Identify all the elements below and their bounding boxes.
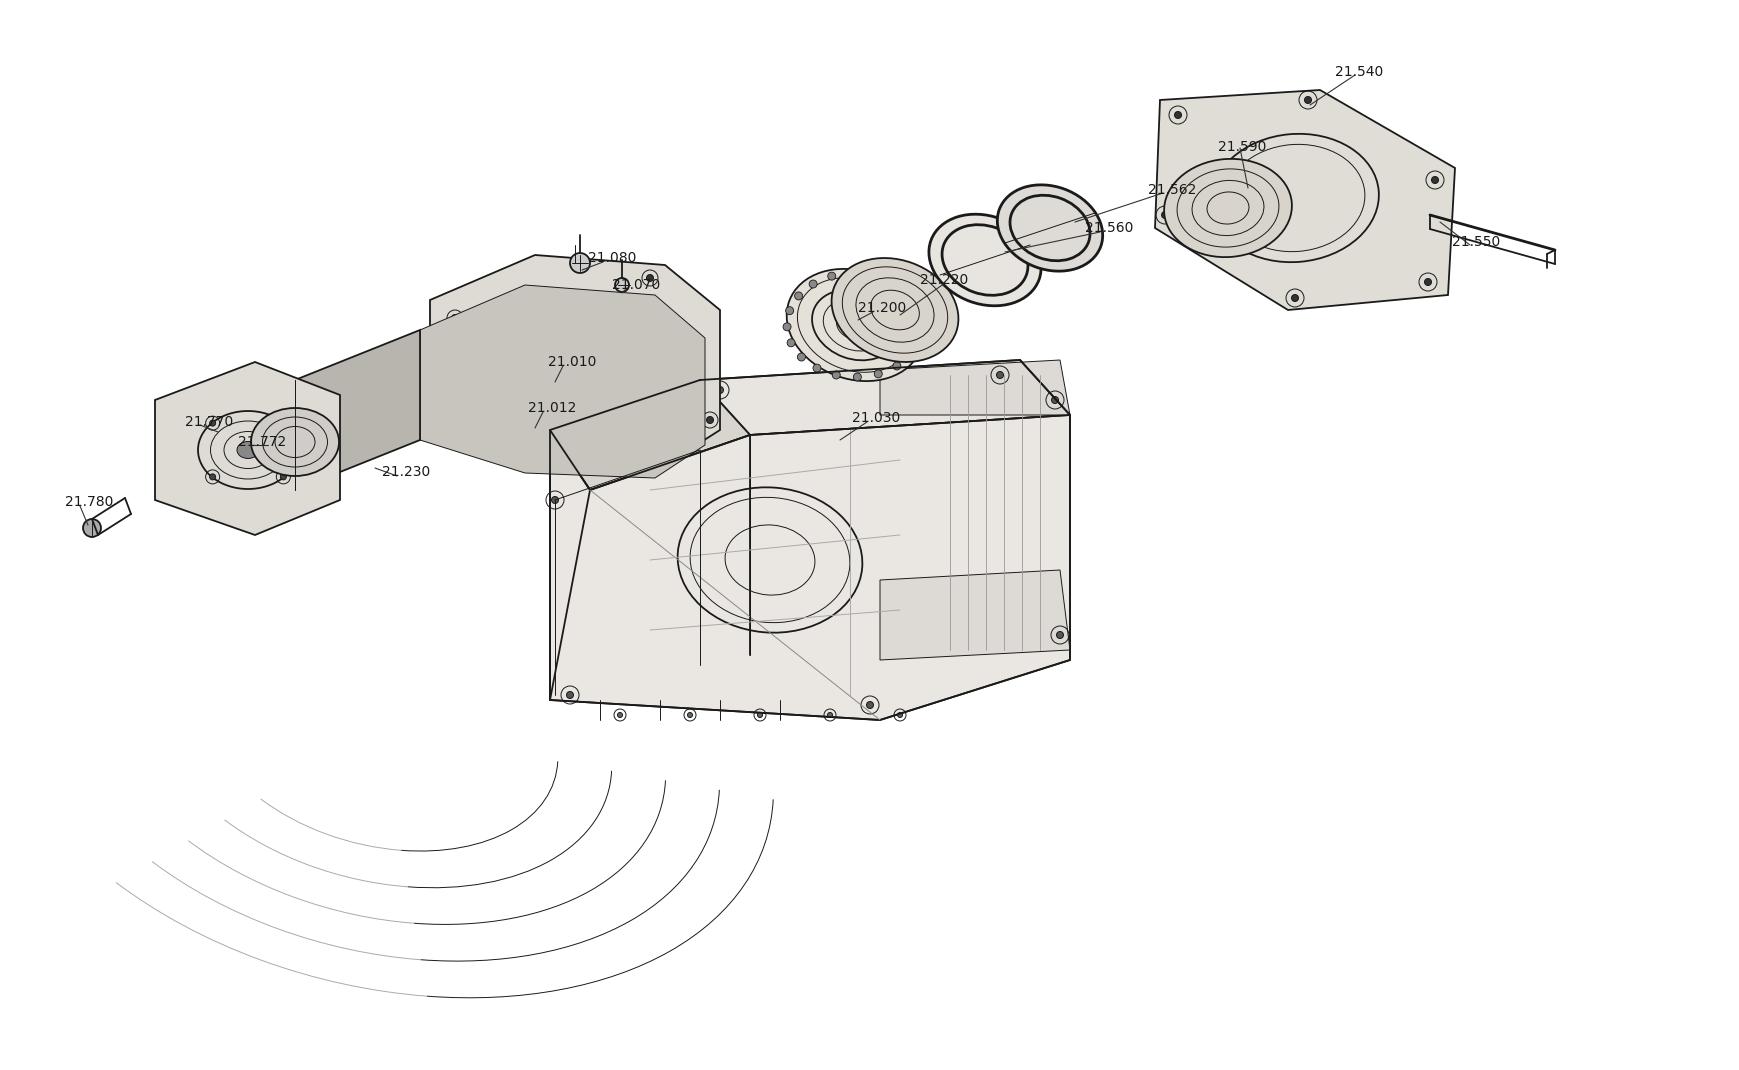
Circle shape: [870, 271, 876, 279]
Circle shape: [572, 302, 577, 308]
Polygon shape: [699, 360, 1069, 435]
Text: 21.012: 21.012: [527, 401, 576, 415]
Circle shape: [916, 335, 923, 343]
Circle shape: [647, 275, 654, 281]
Circle shape: [614, 278, 628, 292]
Text: 21.070: 21.070: [612, 278, 659, 292]
Text: 21.780: 21.780: [64, 495, 113, 509]
Polygon shape: [155, 362, 339, 535]
Circle shape: [1162, 212, 1169, 218]
Circle shape: [783, 323, 791, 331]
Circle shape: [918, 319, 927, 327]
Circle shape: [852, 373, 861, 381]
Text: 21.030: 21.030: [852, 411, 899, 425]
Circle shape: [786, 339, 795, 347]
Circle shape: [1431, 177, 1438, 183]
Text: 21.550: 21.550: [1450, 235, 1499, 249]
Circle shape: [617, 713, 623, 718]
Circle shape: [906, 350, 915, 358]
Circle shape: [1050, 397, 1057, 403]
Text: 21.772: 21.772: [238, 435, 287, 449]
Circle shape: [795, 292, 802, 300]
Ellipse shape: [1163, 158, 1290, 257]
Text: 21.080: 21.080: [588, 251, 636, 265]
Circle shape: [809, 280, 817, 288]
Circle shape: [915, 303, 922, 311]
Text: 21.590: 21.590: [1217, 140, 1266, 154]
Circle shape: [873, 370, 882, 378]
Circle shape: [849, 269, 856, 277]
Polygon shape: [550, 415, 1069, 720]
Polygon shape: [880, 360, 1069, 415]
Circle shape: [904, 289, 911, 297]
Circle shape: [687, 713, 692, 718]
Circle shape: [831, 371, 840, 379]
Circle shape: [572, 422, 577, 428]
Circle shape: [796, 353, 805, 361]
Ellipse shape: [929, 214, 1040, 306]
Circle shape: [209, 421, 216, 426]
Circle shape: [706, 416, 713, 424]
Circle shape: [889, 278, 897, 286]
Circle shape: [786, 307, 793, 315]
Circle shape: [897, 713, 903, 718]
Circle shape: [596, 442, 603, 448]
Text: 21.200: 21.200: [857, 301, 906, 315]
Circle shape: [640, 332, 645, 338]
Polygon shape: [296, 330, 419, 490]
Polygon shape: [430, 255, 720, 465]
Text: 21.770: 21.770: [184, 415, 233, 429]
Circle shape: [866, 702, 873, 708]
Polygon shape: [1155, 90, 1454, 310]
Text: 21.010: 21.010: [548, 355, 596, 369]
Polygon shape: [880, 570, 1069, 660]
Circle shape: [640, 392, 645, 398]
Circle shape: [1056, 631, 1063, 639]
Polygon shape: [419, 285, 704, 478]
Ellipse shape: [996, 185, 1103, 271]
Text: 21.562: 21.562: [1148, 183, 1196, 197]
Circle shape: [1174, 111, 1181, 119]
Text: 21.540: 21.540: [1334, 65, 1383, 79]
Circle shape: [83, 519, 101, 537]
Circle shape: [280, 474, 287, 479]
Ellipse shape: [250, 408, 339, 476]
Circle shape: [996, 371, 1003, 379]
Circle shape: [504, 392, 510, 398]
Circle shape: [892, 362, 901, 370]
Circle shape: [567, 691, 574, 699]
Text: 21.220: 21.220: [920, 273, 967, 287]
Circle shape: [280, 421, 287, 426]
Circle shape: [828, 713, 831, 718]
Circle shape: [828, 272, 835, 280]
Ellipse shape: [831, 258, 958, 362]
Circle shape: [504, 332, 510, 338]
Circle shape: [551, 496, 558, 504]
Circle shape: [1290, 294, 1297, 302]
Circle shape: [1304, 96, 1311, 104]
Ellipse shape: [237, 442, 259, 459]
Circle shape: [450, 315, 459, 321]
Circle shape: [812, 364, 821, 372]
Circle shape: [716, 386, 723, 394]
Circle shape: [450, 407, 459, 413]
Circle shape: [570, 253, 590, 273]
Polygon shape: [550, 380, 750, 490]
Text: 21.230: 21.230: [383, 465, 430, 479]
Circle shape: [1424, 278, 1431, 286]
Text: 21.560: 21.560: [1085, 221, 1132, 235]
Circle shape: [756, 713, 762, 718]
Circle shape: [209, 474, 216, 479]
Ellipse shape: [786, 269, 923, 381]
